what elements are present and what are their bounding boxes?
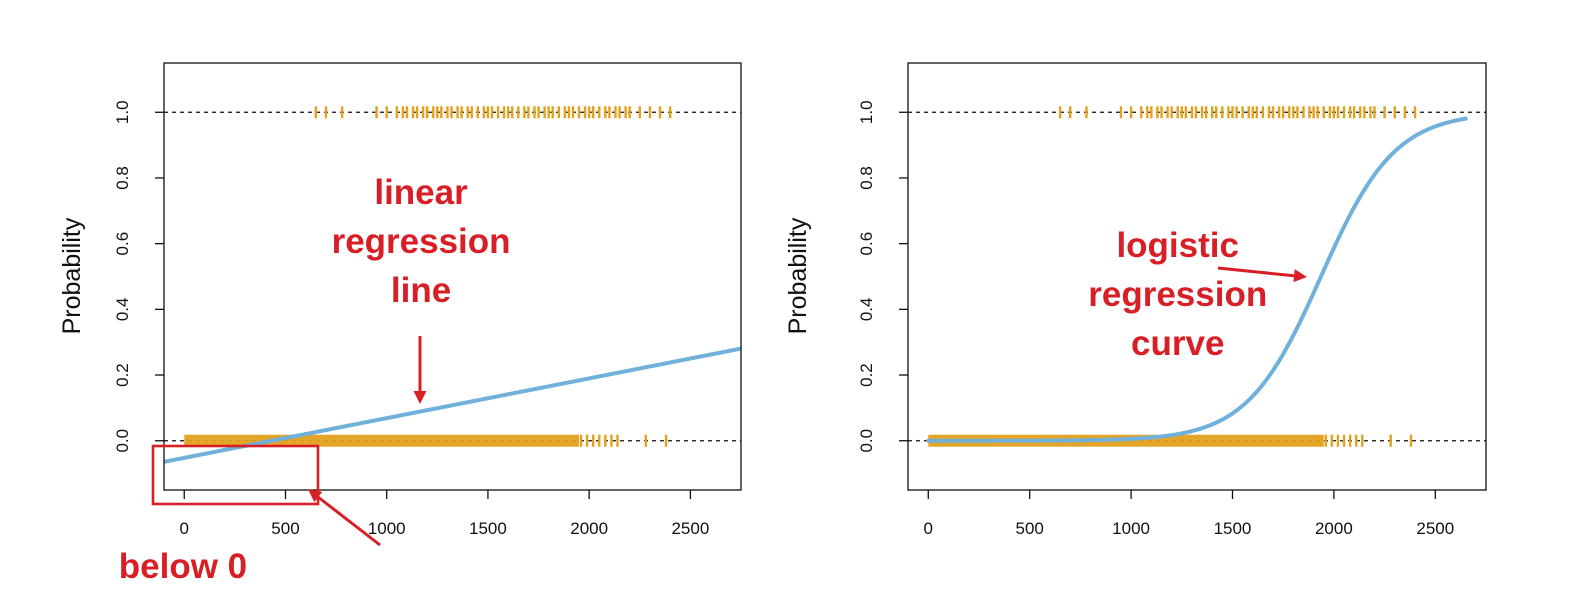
y-tick-label: 0.0 bbox=[857, 429, 876, 453]
annotation-below-zero-text: below 0 bbox=[119, 547, 247, 586]
annotation-arrow-head bbox=[413, 391, 427, 404]
below-zero-arrow-head bbox=[308, 489, 323, 503]
x-tick-label: 1500 bbox=[1214, 519, 1252, 538]
annotation-linear-regression-line-text: line bbox=[391, 271, 451, 310]
y-axis-title: Probability bbox=[58, 217, 86, 334]
annotation-arrow-head bbox=[1293, 269, 1307, 283]
annotation-logistic-regression-curve-text: logistic bbox=[1116, 226, 1239, 265]
x-tick-label: 500 bbox=[1015, 519, 1043, 538]
y-tick-label: 1.0 bbox=[857, 100, 876, 124]
y-tick-label: 0.4 bbox=[113, 298, 132, 322]
y-axis-title: Probability bbox=[784, 217, 812, 334]
x-tick-label: 1000 bbox=[1112, 519, 1150, 538]
x-tick-label: 2500 bbox=[1416, 519, 1454, 538]
x-tick-label: 2000 bbox=[570, 519, 608, 538]
logistic-fit-line bbox=[926, 116, 1468, 443]
plot-frame bbox=[163, 62, 742, 491]
below-zero-highlight-box bbox=[151, 444, 320, 506]
x-tick-label: 2000 bbox=[1315, 519, 1353, 538]
left-panel-linear-regression: 0 500 1000 1500 2000 2500 0.0 0.2 0.4 0.6 0.8 1.0 Pr… bbox=[58, 62, 742, 586]
x-tick-label: 1000 bbox=[368, 519, 406, 538]
x-tick-label: 0 bbox=[180, 519, 189, 538]
y-tick-label: 0.6 bbox=[857, 232, 876, 256]
y-tick-label: 0.8 bbox=[857, 166, 876, 190]
x-tick-label: 1500 bbox=[469, 519, 507, 538]
annotation-linear-regression-line-text: linear bbox=[374, 173, 468, 212]
below-zero-arrow-shaft bbox=[317, 495, 381, 547]
right-panel-logistic-regression: 0 500 1000 1500 2000 2500 0.0 0.2 0.4 0.6 0.8 1.0 Pr… bbox=[784, 62, 1487, 538]
y-tick-label: 0.0 bbox=[113, 429, 132, 453]
x-tick-label: 0 bbox=[924, 519, 933, 538]
x-tick-label: 2500 bbox=[671, 519, 709, 538]
y-tick-label: 1.0 bbox=[113, 100, 132, 124]
plot-frame bbox=[907, 62, 1487, 491]
linear-fit-line bbox=[164, 346, 741, 464]
y-tick-label: 0.8 bbox=[113, 166, 132, 190]
y-tick-label: 0.2 bbox=[113, 363, 132, 387]
annotation-logistic-regression-curve-text: regression bbox=[1088, 275, 1267, 314]
annotation-logistic-regression-curve-text: curve bbox=[1131, 324, 1224, 363]
y-tick-label: 0.4 bbox=[857, 298, 876, 322]
annotation-linear-regression-line-text: regression bbox=[332, 222, 511, 261]
y-tick-label: 0.2 bbox=[857, 363, 876, 387]
y-tick-label: 0.6 bbox=[113, 232, 132, 256]
x-tick-label: 500 bbox=[271, 519, 299, 538]
annotation-arrow-shaft bbox=[1217, 266, 1297, 278]
